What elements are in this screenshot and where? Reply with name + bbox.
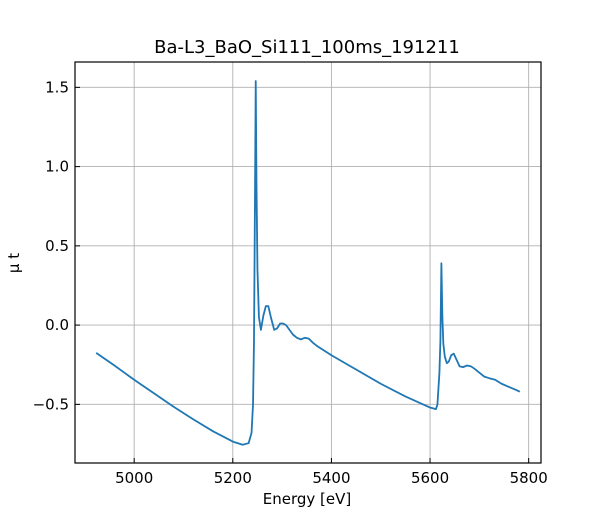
x-tick-label: 5400 [312,469,350,487]
x-tick-label: 5800 [510,469,548,487]
x-tick-label: 5200 [214,469,252,487]
axes-frame [74,61,542,464]
x-tick-label: 5600 [411,469,449,487]
series-line [95,80,521,446]
y-tick-label: 1.0 [45,158,69,176]
y-tick-label: 1.5 [45,78,69,96]
chart-title: Ba-L3_BaO_Si111_100ms_191211 [154,37,460,58]
y-tick-label: 0.5 [45,237,69,255]
y-tick-label: 0.0 [45,316,69,334]
x-axis-label: Energy [eV] [263,490,351,508]
grid [75,62,541,463]
x-axis: 5000 5200 5400 5600 5800 [115,458,548,487]
y-axis-label: μ t [5,253,23,273]
y-axis: 1.5 1.0 0.5 0.0 −0.5 [33,78,80,413]
y-tick-label: −0.5 [33,395,69,413]
x-tick-label: 5000 [115,469,153,487]
plot-area [95,80,521,446]
